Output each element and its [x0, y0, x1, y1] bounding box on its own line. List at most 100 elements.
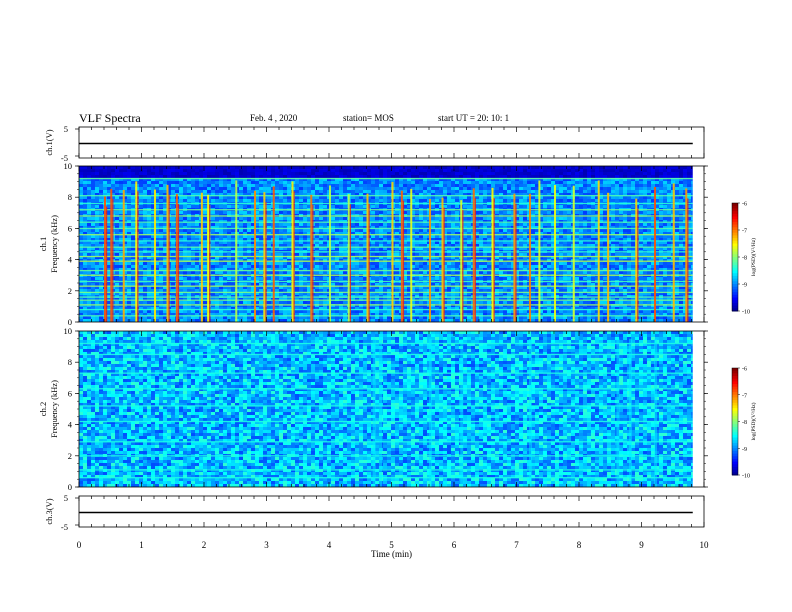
burst-column: [235, 180, 238, 322]
spectral-line: [79, 246, 693, 248]
burst-column: [379, 338, 382, 487]
xaxis-tick-label: 7: [514, 540, 519, 550]
xaxis-tick-label: 6: [452, 540, 457, 550]
burst-column: [597, 180, 600, 322]
ch2-spectrogram-ytick: 6: [68, 388, 72, 398]
ch1-spectrogram-ytick: 8: [68, 192, 72, 202]
burst-column: [672, 183, 675, 322]
colorbar-tick: -10: [742, 310, 750, 316]
spectral-line: [79, 260, 693, 262]
ch3-waveform-panel-ytick-bottom: -5: [61, 522, 68, 532]
xaxis-tick-label: 3: [264, 540, 269, 550]
colorbar-tick: -7: [742, 393, 747, 399]
spectral-line: [79, 280, 693, 283]
ch2-spectrogram-ytick: 4: [68, 420, 73, 430]
xaxis-tick-label: 8: [577, 540, 582, 550]
ch2-spectrogram-ytick: 2: [68, 451, 72, 461]
colorbar-label: log(PSD)(V²/Hz): [750, 402, 757, 440]
spectrogram-2: [79, 331, 704, 487]
burst-column: [291, 181, 294, 322]
spectral-line: [79, 215, 693, 217]
burst-column: [272, 186, 275, 322]
colorbar-tick: -9: [742, 283, 747, 289]
spectral-line: [79, 227, 693, 230]
colorbar-tick: -9: [742, 447, 747, 453]
burst-column: [472, 188, 475, 322]
burst-column: [122, 190, 125, 322]
ch1-spectrogram-ylabel-channel: ch.1: [38, 237, 48, 251]
colorbar-tick: -8: [742, 256, 747, 262]
burst-column: [538, 180, 541, 322]
burst-column: [104, 196, 106, 322]
burst-column: [372, 338, 376, 487]
spectral-line: [79, 308, 693, 311]
burst-column: [347, 194, 350, 322]
xaxis-tick-label: 9: [639, 540, 644, 550]
burst-column: [513, 193, 516, 322]
xaxis-tick-label: 5: [389, 540, 394, 550]
burst-column: [329, 185, 331, 322]
burst-column: [554, 185, 556, 322]
burst-column: [366, 193, 369, 322]
burst-column: [572, 185, 575, 322]
burst-column: [629, 338, 632, 487]
spectrogram-1: [79, 166, 704, 322]
spectral-line: [79, 296, 693, 298]
station-label: station= MOS: [343, 113, 394, 123]
spectral-line: [79, 251, 693, 253]
ch1-waveform-panel-ylabel: ch.1(V): [44, 129, 54, 155]
spectral-line: [79, 469, 693, 471]
spectral-line: [79, 372, 693, 374]
xaxis-tick-label: 1: [139, 540, 144, 550]
xaxis-tick-label: 4: [327, 540, 332, 550]
burst-column: [529, 338, 532, 487]
burst-column: [491, 187, 494, 322]
burst-column: [391, 181, 394, 322]
colorbar-tick: -8: [742, 420, 747, 426]
date-label: Feb. 4 , 2020: [250, 113, 298, 123]
burst-column: [154, 189, 156, 322]
start-time-label: start UT = 20: 10: 1: [438, 113, 510, 123]
colorbar-label: log(PSD)(V²/Hz): [750, 238, 757, 276]
spectral-line: [79, 353, 693, 356]
spectral-line: [79, 388, 693, 390]
burst-column: [175, 193, 178, 322]
burst-column: [429, 199, 431, 322]
spectral-line: [79, 195, 693, 197]
burst-column: [607, 192, 610, 322]
spectral-line: [79, 299, 693, 301]
ch1-spectrogram-ytick: 4: [68, 255, 73, 265]
burst-column: [654, 186, 656, 322]
burst-column: [429, 338, 432, 487]
chart-title: VLF Spectra: [79, 111, 141, 125]
ch2-colorbar: [731, 367, 740, 476]
ch1-spectrogram-ylabel: Frequency (kHz): [49, 215, 59, 273]
ch1-colorbar: [731, 202, 740, 312]
colorbar-tick: -6: [742, 202, 747, 208]
burst-column: [254, 190, 256, 322]
burst-column: [135, 181, 138, 322]
burst-column: [207, 194, 210, 322]
burst-column: [110, 188, 113, 322]
burst-column: [635, 198, 638, 322]
burst-column: [263, 192, 266, 322]
ch2-spectrogram-ytick: 0: [68, 482, 72, 492]
spectral-line: [79, 477, 693, 479]
spectral-line: [79, 441, 693, 443]
burst-column: [616, 338, 620, 487]
spectral-line: [79, 202, 693, 205]
ch3-waveform-panel-ylabel: ch.3(V): [44, 498, 54, 524]
spectral-line: [79, 342, 693, 345]
burst-column: [200, 192, 203, 322]
burst-column: [400, 190, 403, 322]
xaxis-tick-label: 0: [77, 540, 82, 550]
spectral-line: [79, 209, 693, 211]
xaxis-label: Time (min): [371, 549, 412, 559]
spectral-line: [79, 304, 693, 306]
spectral-line: [79, 240, 693, 242]
burst-column: [410, 188, 413, 322]
colorbar-tick: -6: [742, 367, 747, 373]
ch1-spectrogram-ytick: 6: [68, 223, 72, 233]
ch2-spectrogram-ytick: 8: [68, 357, 72, 367]
